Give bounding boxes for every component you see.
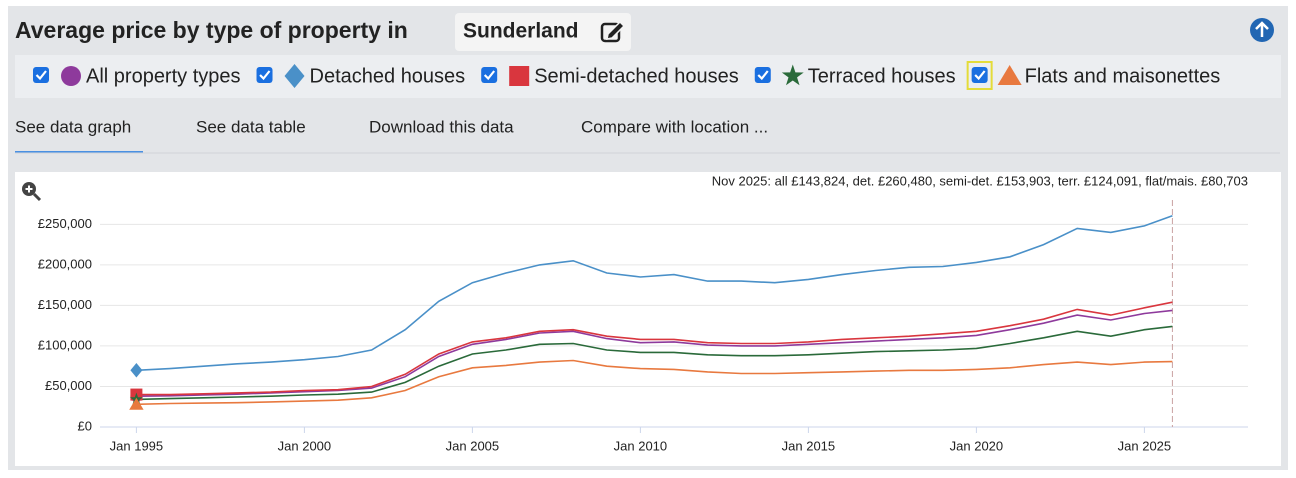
location-box[interactable] — [455, 13, 631, 51]
y-tick-label: £150,000 — [38, 297, 92, 312]
legend-checkbox[interactable] — [481, 67, 498, 83]
legend-label[interactable]: All property types — [86, 65, 241, 87]
tab[interactable]: See data table — [196, 117, 306, 136]
scroll-up-button[interactable] — [1250, 18, 1274, 42]
tab-underline — [15, 151, 143, 153]
checkmark — [35, 70, 47, 81]
x-tick-label: Jan 2020 — [950, 438, 1004, 453]
legend-label[interactable]: Terraced houses — [808, 65, 956, 87]
annotation: Nov 2025: all £143,824, det. £260,480, s… — [712, 173, 1248, 188]
location[interactable]: Sunderland — [463, 20, 579, 43]
checkbox[interactable] — [971, 67, 988, 83]
tab[interactable]: Download this data — [369, 117, 514, 136]
legend-symbol — [781, 64, 804, 86]
checkmark — [259, 70, 271, 81]
legend-bar — [15, 55, 1281, 98]
tab[interactable]: See data graph — [15, 117, 131, 136]
x-tick-label: Jan 2010 — [614, 438, 668, 453]
x-tick-label: Jan 2000 — [278, 438, 332, 453]
x-tick-label: Jan 1995 — [110, 438, 164, 453]
legend-checkbox[interactable] — [33, 67, 49, 83]
zoom-icon[interactable] — [22, 182, 42, 202]
legend-checkbox[interactable] — [256, 67, 273, 83]
legend-symbol — [509, 66, 530, 86]
edit-icon[interactable] — [600, 20, 626, 43]
y-tick-label: £50,000 — [45, 378, 92, 393]
checkmark — [974, 70, 986, 81]
checkbox[interactable] — [481, 67, 498, 83]
checkbox[interactable] — [256, 67, 273, 83]
legend-symbol — [61, 66, 81, 86]
checkmark — [483, 70, 496, 81]
legend-checkbox[interactable] — [754, 67, 771, 83]
checkbox[interactable] — [33, 67, 49, 83]
legend-symbol — [997, 65, 1022, 85]
series-line — [136, 359, 1173, 406]
series-line — [136, 325, 1173, 401]
x-tick-label: Jan 2015 — [782, 438, 836, 453]
checkbox[interactable] — [754, 67, 771, 83]
series-line — [136, 309, 1173, 397]
series-line — [136, 301, 1173, 396]
legend-checkbox[interactable] — [966, 61, 993, 90]
tab[interactable]: Compare with location ... — [581, 117, 768, 136]
start-marker — [129, 397, 144, 410]
x-tick-label: Jan 2005 — [446, 438, 500, 453]
legend-symbol — [284, 64, 305, 88]
checkmark — [757, 70, 769, 81]
title: Average price by type of property in — [15, 17, 408, 43]
start-marker — [130, 363, 143, 378]
plot: £0 £50,000 £100,000 £150,000 £200,000 £250,00… — [38, 200, 1248, 453]
legend-label[interactable]: Flats and maisonettes — [1025, 65, 1221, 87]
legend-label[interactable]: Detached houses — [310, 65, 466, 87]
series-line — [136, 215, 1173, 372]
legend: All property types Detached houses Semi-de… — [33, 61, 1221, 90]
legend-label[interactable]: Semi-detached houses — [534, 65, 739, 87]
y-tick-label: £100,000 — [38, 337, 92, 352]
y-tick-label: £200,000 — [38, 256, 92, 271]
x-tick-label: Jan 2025 — [1118, 438, 1172, 453]
chart-area — [15, 172, 1281, 466]
y-tick-label: £0 — [78, 418, 92, 433]
y-tick-label: £250,000 — [38, 216, 92, 231]
checkbox-focus — [966, 61, 993, 90]
